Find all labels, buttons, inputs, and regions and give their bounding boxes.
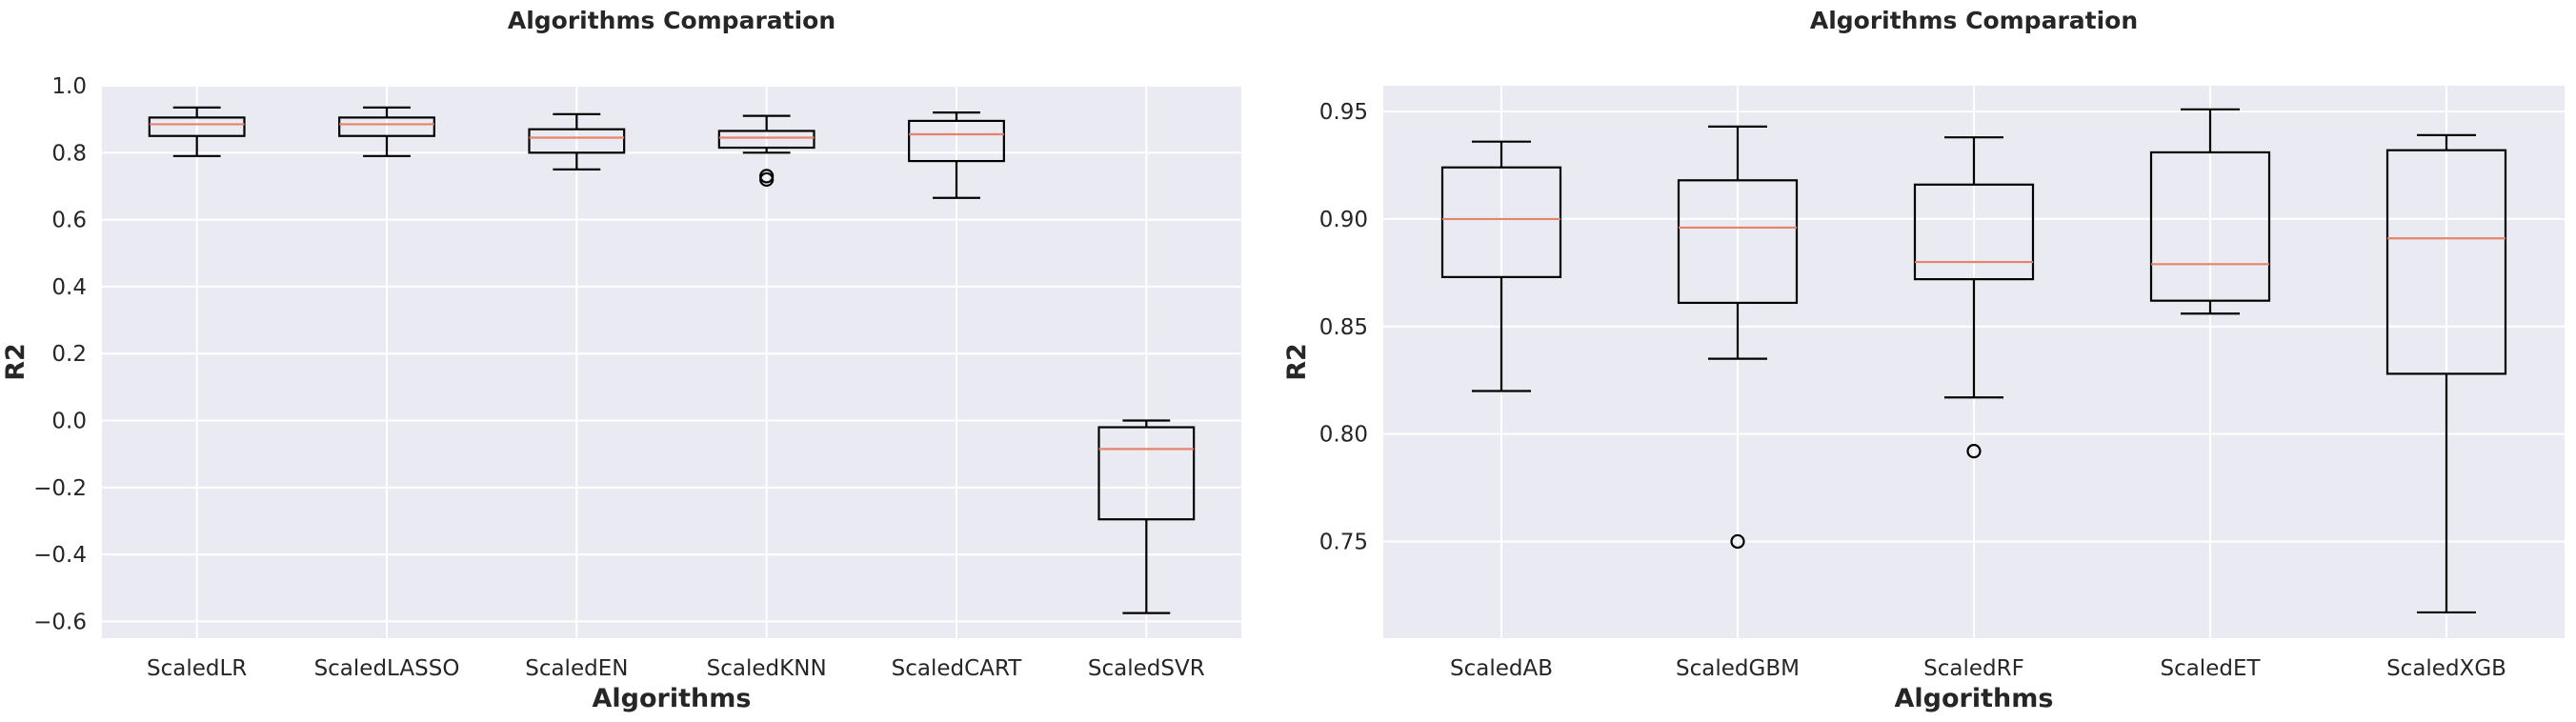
y-tick-label: 1.0 bbox=[51, 74, 87, 99]
x-tick-label: ScaledRF bbox=[1923, 656, 2024, 681]
box-ScaledET bbox=[2149, 108, 2271, 315]
box-iqr bbox=[908, 119, 1005, 163]
x-axis-label: Algorithms bbox=[1895, 684, 2054, 713]
y-tick-label: 0.95 bbox=[1319, 100, 1368, 125]
box-ScaledCART bbox=[908, 111, 1005, 199]
y-tick-label: 0.0 bbox=[51, 410, 87, 434]
outlier-point bbox=[1730, 533, 1745, 550]
y-tick-label: −0.4 bbox=[33, 543, 87, 568]
x-tick-label: ScaledAB bbox=[1450, 656, 1553, 681]
x-tick-label: ScaledEN bbox=[525, 656, 628, 681]
box-ScaledRF bbox=[1913, 136, 2035, 459]
x-tick-label: ScaledXGB bbox=[2386, 656, 2506, 681]
y-tick-label: 0.4 bbox=[51, 275, 87, 300]
y-tick-label: 0.6 bbox=[51, 209, 87, 233]
box-ScaledEN bbox=[528, 112, 626, 170]
box-iqr bbox=[1440, 166, 1562, 278]
x-tick-label: ScaledLR bbox=[147, 656, 247, 681]
box-iqr bbox=[338, 116, 435, 137]
x-axis-label: Algorithms bbox=[593, 684, 752, 713]
chart-panel-2: 0.75 0.80 0.85 0.90 0.95 ScaledAB ScaledGBM Sca… bbox=[1282, 7, 2565, 713]
y-tick-label: 0.85 bbox=[1319, 315, 1368, 340]
chart-panel-1: −0.6 −0.4 −0.2 0.0 0.2 0.4 0.6 0.8 1.0 ScaledLR Sc… bbox=[1, 7, 1241, 713]
box-ScaledKNN bbox=[717, 114, 815, 188]
plot-area bbox=[102, 86, 1241, 638]
box-iqr bbox=[1097, 426, 1196, 521]
box-iqr bbox=[1913, 183, 2035, 281]
outlier-point bbox=[1966, 444, 1982, 459]
chart-title: Algorithms Comparation bbox=[1810, 7, 2138, 34]
box-ScaledLASSO bbox=[338, 106, 435, 157]
y-tick-label: −0.6 bbox=[33, 610, 87, 634]
box-ScaledXGB bbox=[2385, 133, 2507, 614]
box-ScaledSVR bbox=[1097, 419, 1196, 614]
y-tick-label: 0.75 bbox=[1319, 530, 1368, 554]
x-tick-label: ScaledLASSO bbox=[314, 656, 460, 681]
box-ScaledGBM bbox=[1677, 125, 1799, 550]
y-axis-label: R2 bbox=[1, 343, 30, 381]
y-tick-label: −0.2 bbox=[33, 476, 87, 501]
y-tick-label: 0.90 bbox=[1319, 208, 1368, 232]
box-iqr bbox=[148, 116, 246, 137]
chart-title: Algorithms Comparation bbox=[508, 7, 835, 34]
outlier-point bbox=[759, 169, 775, 184]
box-iqr bbox=[528, 128, 626, 154]
box-iqr bbox=[2149, 150, 2271, 302]
y-axis-label: R2 bbox=[1282, 343, 1312, 381]
x-tick-label: ScaledET bbox=[2160, 656, 2261, 681]
box-ScaledAB bbox=[1440, 140, 1562, 392]
x-tick-label: ScaledGBM bbox=[1676, 656, 1800, 681]
x-tick-label: ScaledCART bbox=[892, 656, 1023, 681]
y-tick-label: 0.2 bbox=[51, 342, 87, 367]
box-ScaledLR bbox=[148, 106, 246, 157]
y-tick-label: 0.8 bbox=[51, 141, 87, 166]
y-tick-label: 0.80 bbox=[1319, 423, 1368, 448]
box-iqr bbox=[717, 130, 815, 150]
x-tick-label: ScaledSVR bbox=[1088, 656, 1205, 681]
box-iqr bbox=[2385, 149, 2507, 375]
x-tick-label: ScaledKNN bbox=[707, 656, 827, 681]
box-iqr bbox=[1677, 179, 1799, 305]
